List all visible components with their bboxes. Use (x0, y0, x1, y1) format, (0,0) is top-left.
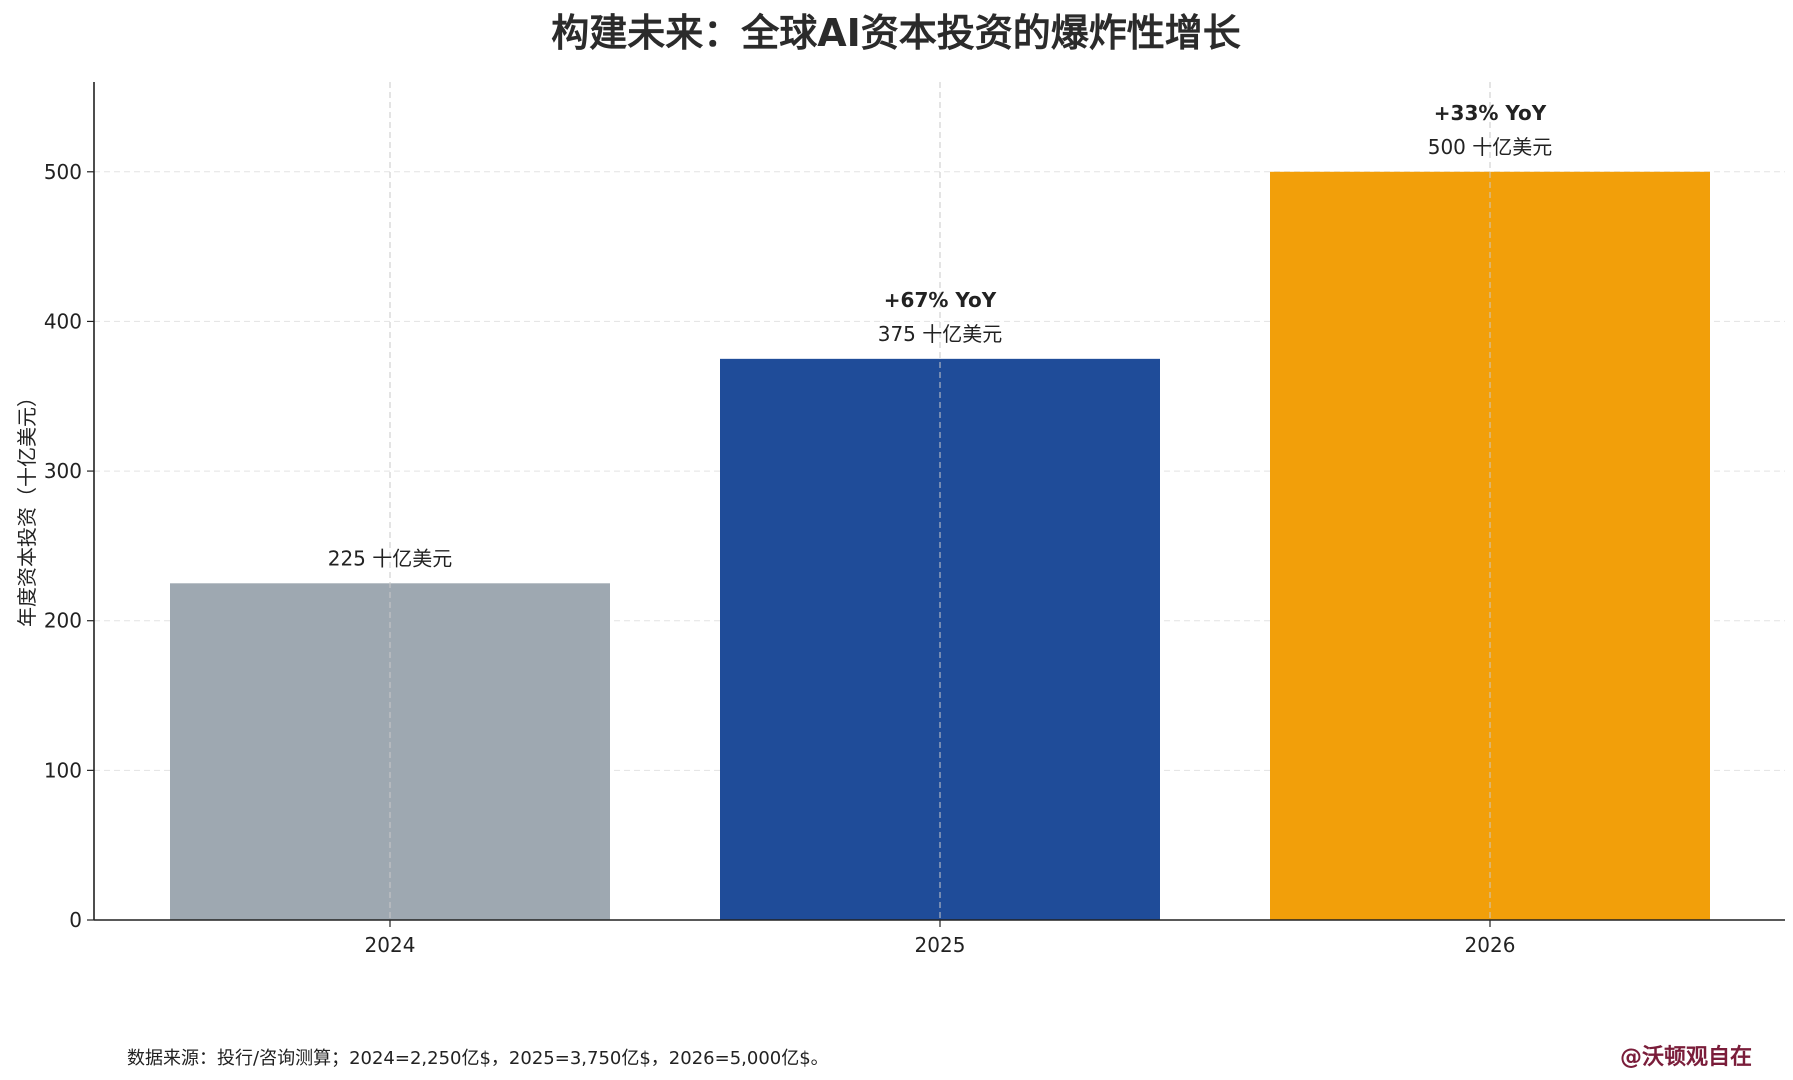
value-label: 225 十亿美元 (328, 546, 453, 570)
x-tick-label: 2025 (915, 933, 966, 957)
axes: 0 100 200 300 400 500 2024 2025 2026 (44, 82, 1785, 957)
y-tick-label: 400 (44, 309, 82, 333)
y-tick-label: 200 (44, 609, 82, 633)
value-label: 375 十亿美元 (878, 322, 1003, 346)
y-tick-label: 0 (69, 908, 82, 932)
x-tick-label: 2026 (1465, 933, 1516, 957)
author-signature: @沃顿观自在 (1620, 1044, 1752, 1070)
chart-title: 构建未来：全球AI资本投资的爆炸性增长 (551, 11, 1241, 55)
x-tick-label: 2024 (365, 933, 416, 957)
y-tick-label: 500 (44, 160, 82, 184)
value-label: 500 十亿美元 (1428, 135, 1553, 159)
yoy-label: +33% YoY (1434, 101, 1547, 125)
y-tick-label: 100 (44, 758, 82, 782)
y-axis-label: 年度资本投资（十亿美元） (15, 387, 39, 627)
source-note: 数据来源：投行/咨询测算；2024=2,250亿$，2025=3,750亿$，2… (127, 1048, 829, 1069)
bars (170, 82, 1710, 921)
yoy-label: +67% YoY (884, 288, 997, 312)
y-tick-label: 300 (44, 459, 82, 483)
data-labels: 225 十亿美元 375 十亿美元 +67% YoY 500 十亿美元 +33% YoY (328, 101, 1553, 571)
